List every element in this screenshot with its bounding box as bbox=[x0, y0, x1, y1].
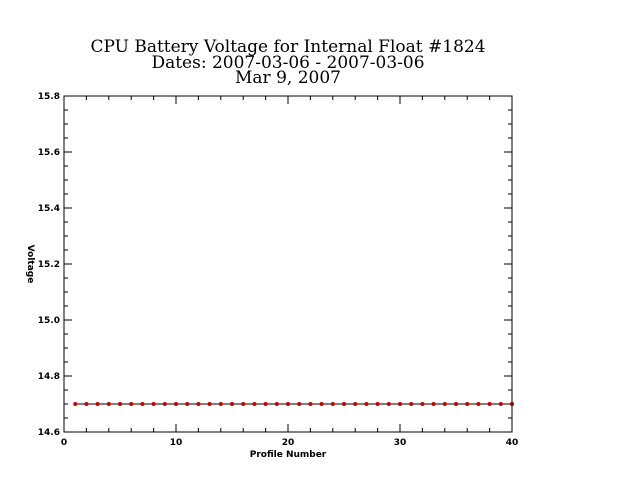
data-point bbox=[420, 402, 425, 406]
data-point bbox=[274, 402, 279, 406]
axis-tick-labels: 0 10 20 30 40 14.6 14.8 15.0 15.2 15.4 15.6 15.8 bbox=[38, 92, 518, 448]
data-point bbox=[409, 402, 414, 406]
data-point bbox=[218, 402, 223, 406]
x-tick-label: 20 bbox=[282, 438, 295, 448]
data-point bbox=[185, 402, 190, 406]
data-point bbox=[241, 402, 246, 406]
data-point bbox=[487, 402, 492, 406]
data-point bbox=[230, 402, 234, 406]
y-tick-label: 15.2 bbox=[38, 260, 60, 270]
plot-frame bbox=[63, 95, 513, 433]
chart-title-line-2: Dates: 2007-03-06 - 2007-03-06 bbox=[151, 53, 424, 73]
y-tick-label: 15.8 bbox=[38, 92, 60, 102]
x-axis-label: Profile Number bbox=[250, 450, 327, 460]
data-point bbox=[140, 402, 145, 406]
axis-ticks bbox=[63, 95, 513, 433]
data-point bbox=[319, 402, 324, 406]
data-point bbox=[375, 402, 380, 406]
x-tick-label: 30 bbox=[394, 438, 407, 448]
data-point bbox=[297, 402, 302, 406]
data-point bbox=[398, 402, 402, 406]
data-point bbox=[498, 402, 503, 406]
data-point bbox=[454, 402, 458, 406]
data-point bbox=[330, 402, 335, 406]
y-tick-label: 14.8 bbox=[38, 372, 60, 382]
data-point bbox=[118, 402, 122, 406]
x-tick-label: 10 bbox=[170, 438, 183, 448]
data-point bbox=[162, 402, 167, 406]
data-point bbox=[386, 402, 391, 406]
data-point bbox=[308, 402, 313, 406]
data-point bbox=[73, 402, 78, 406]
data-point bbox=[465, 402, 470, 406]
data-markers bbox=[73, 402, 514, 406]
y-axis-label: Voltage bbox=[25, 245, 35, 284]
data-point bbox=[174, 402, 178, 406]
chart-title-line-3: Mar 9, 2007 bbox=[235, 68, 341, 88]
x-tick-label: 0 bbox=[61, 438, 67, 448]
data-point bbox=[151, 402, 156, 406]
data-point bbox=[207, 402, 212, 406]
data-point bbox=[263, 402, 268, 406]
chart-title-line-1: CPU Battery Voltage for Internal Float #… bbox=[90, 37, 485, 57]
data-point bbox=[476, 402, 481, 406]
data-point bbox=[95, 402, 100, 406]
data-point bbox=[84, 402, 89, 406]
y-tick-label: 15.0 bbox=[38, 316, 60, 326]
data-point bbox=[431, 402, 436, 406]
data-point bbox=[129, 402, 134, 406]
data-point bbox=[196, 402, 201, 406]
data-point bbox=[286, 402, 290, 406]
data-point bbox=[364, 402, 369, 406]
data-point bbox=[442, 402, 447, 406]
data-point bbox=[106, 402, 111, 406]
data-point bbox=[252, 402, 257, 406]
y-tick-label: 15.4 bbox=[38, 204, 60, 214]
x-tick-label: 40 bbox=[506, 438, 519, 448]
y-tick-label: 15.6 bbox=[38, 148, 60, 158]
data-point bbox=[353, 402, 358, 406]
y-tick-label: 14.6 bbox=[38, 428, 60, 438]
data-point bbox=[342, 402, 346, 406]
